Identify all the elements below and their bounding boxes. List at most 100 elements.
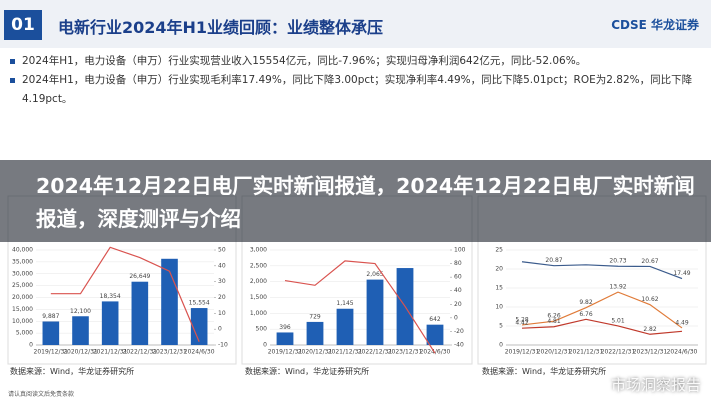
bullet: 2024年H1，电力设备（申万）行业实现毛利率17.49%，同比下降3.00pc… (8, 71, 698, 109)
data-label: 5.28 (515, 316, 529, 323)
data-label: 5.01 (611, 317, 625, 324)
y-tick-label: 10,000 (12, 318, 33, 325)
y-tick-label: 20 (495, 266, 503, 273)
data-label: 4.49 (675, 319, 689, 326)
data-label: 6.26 (547, 313, 561, 320)
y2-tick-label: 100 (454, 247, 466, 254)
x-tick-label: 2021/12/31 (93, 349, 128, 356)
data-label: 642 (429, 316, 441, 323)
bar (276, 332, 294, 345)
y2-tick-label: 20 (454, 301, 462, 308)
y-tick-label: 40,000 (12, 247, 33, 254)
x-tick-label: 2024/6/30 (420, 349, 451, 356)
y2-tick-label: -10 (218, 342, 228, 349)
bar (306, 321, 324, 345)
y-tick-label: 0 (499, 342, 503, 349)
y-tick-label: 1,000 (250, 310, 267, 317)
y-tick-label: 20,000 (12, 294, 33, 301)
line (521, 318, 683, 335)
slide-title: 电新行业2024年H1业绩回顾：业绩整体承压 (58, 18, 384, 37)
footer: 请认真阅读文后免责条款 (8, 391, 75, 398)
y-tick-label: 5 (499, 323, 503, 330)
logo: CDSE 华龙证券 (611, 18, 699, 32)
y2-tick-label: 60 (454, 274, 462, 281)
bar (366, 279, 384, 345)
y-tick-label: 25,000 (12, 282, 33, 289)
bar (190, 308, 208, 345)
bar (426, 324, 444, 345)
x-tick-label: 2021/12/31 (569, 349, 604, 356)
x-tick-label: 2022/12/31 (358, 349, 393, 356)
x-tick-label: 2023/12/31 (388, 349, 423, 356)
y-tick-label: 2,500 (250, 262, 267, 269)
line (521, 291, 683, 329)
y2-tick-label: 40 (218, 262, 226, 269)
data-label: 729 (309, 313, 321, 320)
y-tick-label: 2,000 (250, 278, 267, 285)
line (284, 260, 436, 354)
data-label: 20.87 (545, 257, 562, 264)
y-tick-label: 5,000 (16, 330, 33, 337)
source: 数据来源：Wind，华龙证券研究所 (10, 367, 135, 376)
bar (72, 316, 89, 345)
y-tick-label: 25 (495, 247, 503, 254)
source: 数据来源：Wind，华龙证券研究所 (245, 367, 370, 376)
x-tick-label: 2023/12/31 (152, 349, 187, 356)
data-label: 2,065 (366, 271, 383, 278)
y2-tick-label: 0 (454, 314, 458, 321)
y2-tick-label: 10 (218, 310, 226, 317)
y-tick-label: 30,000 (12, 270, 33, 277)
data-label: 4.81 (547, 318, 561, 325)
data-label: 9,887 (42, 313, 59, 320)
bullets: 2024年H1，电力设备（申万）行业实现营业收入15554亿元，同比-7.96%… (8, 52, 698, 109)
data-label: 6.76 (579, 311, 593, 318)
line (50, 246, 200, 343)
overlay-title: 2024年12月22日电厂实时新闻报道，2024年12月22日电厂实时新闻报道，… (0, 160, 711, 242)
y2-tick-label: 80 (454, 260, 462, 267)
x-tick-label: 2021/12/31 (328, 349, 363, 356)
watermark: 市场洞察报告 (610, 376, 701, 394)
x-tick-label: 2019/12/31 (505, 349, 540, 356)
y2-tick-label: 40 (454, 287, 462, 294)
x-tick-label: 2020/12/31 (298, 349, 333, 356)
source: 数据来源：Wind，华龙证券研究所 (482, 367, 607, 376)
data-label: 15,554 (189, 300, 210, 307)
data-label: 18,354 (100, 293, 121, 300)
data-label: 9.82 (579, 299, 593, 306)
x-tick-label: 2023/12/31 (633, 349, 668, 356)
header: 01 电新行业2024年H1业绩回顾：业绩整体承压 CDSE 华龙证券 (0, 0, 711, 48)
bar (42, 321, 60, 345)
bar (336, 308, 354, 345)
x-tick-label: 2024/6/30 (184, 349, 215, 356)
y-tick-label: 15,000 (12, 306, 33, 313)
data-label: 12,100 (70, 308, 91, 315)
y2-tick-label: 20 (218, 294, 226, 301)
y2-tick-label: 0 (218, 326, 222, 333)
data-label: 2.82 (643, 326, 657, 333)
y2-tick-label: -40 (454, 342, 464, 349)
x-tick-label: 2024/6/30 (667, 349, 698, 356)
x-tick-label: 2019/12/31 (268, 349, 303, 356)
y2-tick-label: 30 (218, 278, 226, 285)
x-tick-label: 2019/12/31 (34, 349, 69, 356)
data-label: 20.73 (609, 258, 626, 265)
y-tick-label: 10 (495, 304, 503, 311)
data-label: 396 (279, 324, 291, 331)
y2-tick-label: -20 (454, 328, 464, 335)
y-tick-label: 3,000 (250, 247, 267, 254)
data-label: 17.49 (673, 270, 690, 277)
line (521, 261, 683, 280)
x-tick-label: 2022/12/31 (123, 349, 158, 356)
y-tick-label: 1,500 (250, 294, 267, 301)
data-label: 4.42 (515, 320, 529, 327)
x-tick-label: 2020/12/31 (537, 349, 572, 356)
y-tick-label: 500 (256, 326, 268, 333)
bar (101, 301, 119, 345)
y-tick-label: 0 (29, 342, 33, 349)
data-label: 26,649 (129, 273, 150, 280)
bar (131, 281, 149, 345)
y-tick-label: 0 (263, 342, 267, 349)
x-tick-label: 2020/12/31 (63, 349, 98, 356)
data-label: 13.92 (609, 284, 626, 291)
